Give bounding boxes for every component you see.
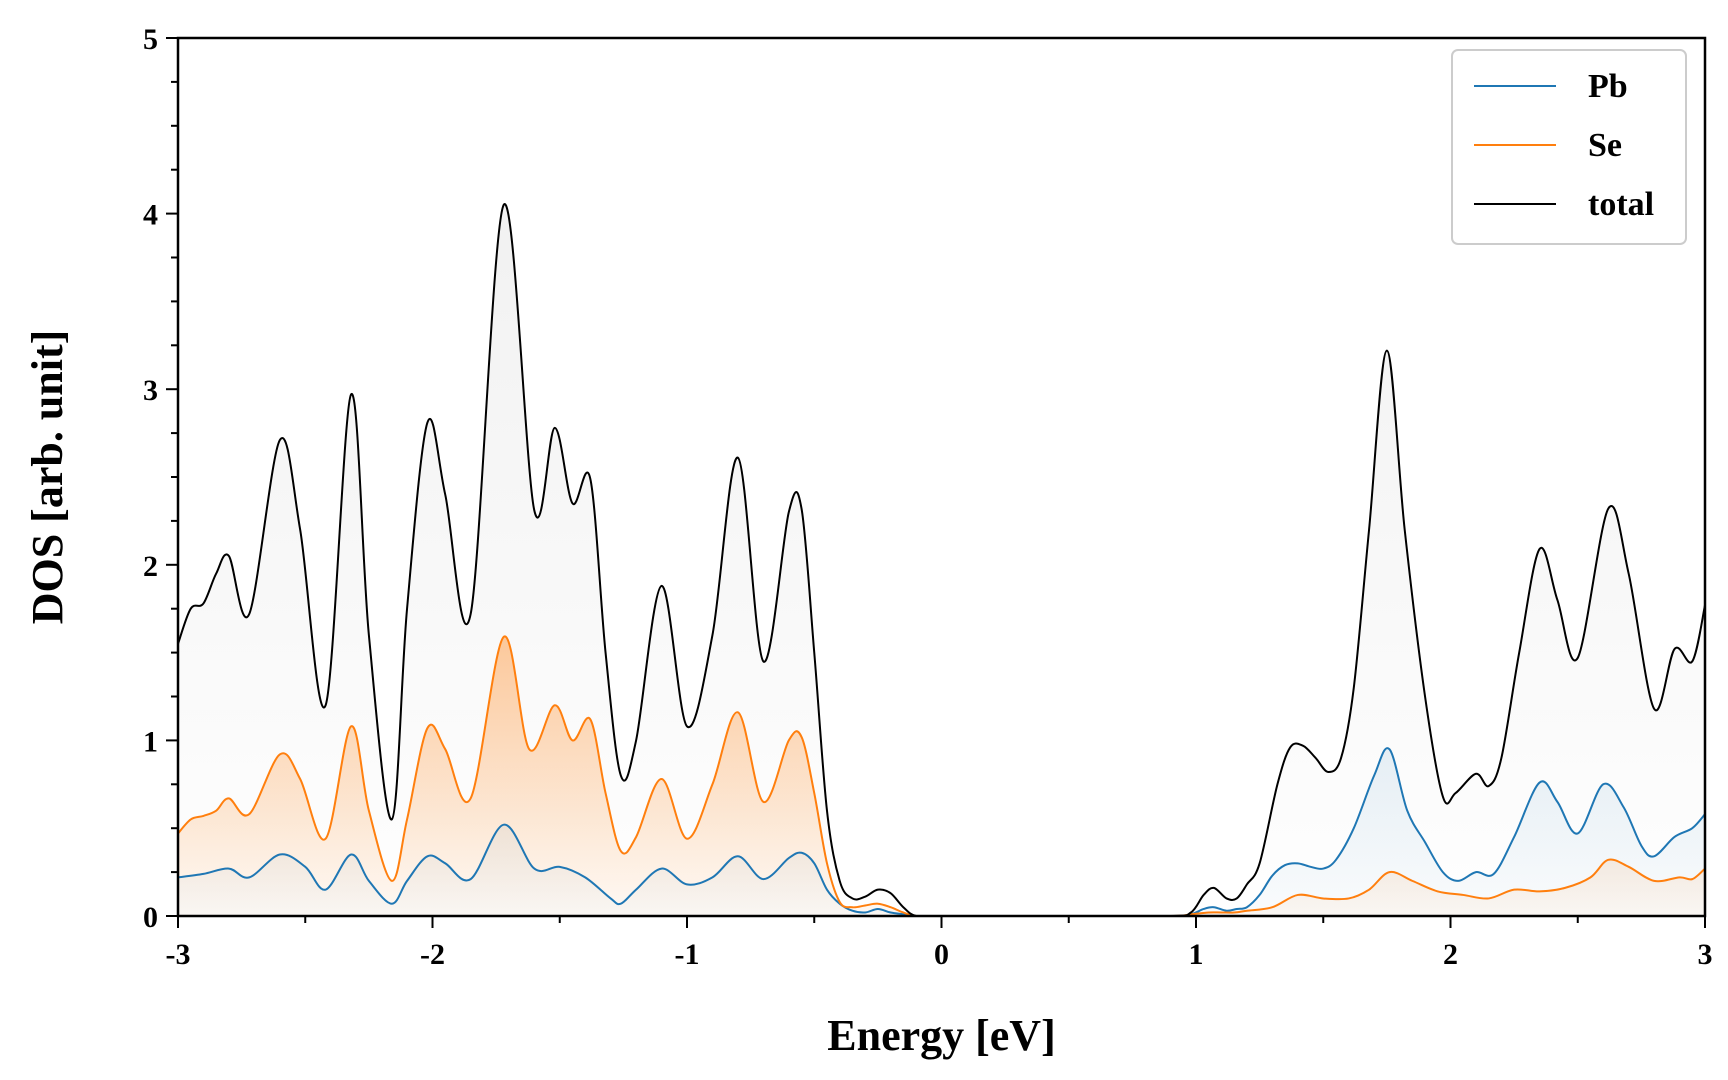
legend-item-pb: Pb: [1474, 68, 1628, 105]
y-tick-label: 3: [143, 374, 158, 407]
x-tick-label: -1: [675, 938, 700, 971]
y-tick-label: 1: [143, 725, 158, 758]
x-tick-label: 1: [1189, 938, 1204, 971]
x-tick-label: 2: [1443, 938, 1458, 971]
y-tick-label: 5: [143, 23, 158, 56]
se-area: [178, 636, 1705, 916]
x-tick-label: 3: [1698, 938, 1713, 971]
legend-box: [1451, 49, 1687, 245]
y-tick-label: 2: [143, 550, 158, 583]
se-line: [178, 635, 1705, 916]
x-tick-label: -2: [420, 938, 445, 971]
x-axis-ticks: -3 -2 -1 0 1 2 3: [166, 916, 1713, 971]
legend-items: Pb Se total: [1474, 68, 1654, 223]
legend-item-se: Se: [1474, 127, 1622, 164]
legend: Pb Se total: [1451, 49, 1687, 245]
legend-label-pb: Pb: [1588, 68, 1628, 105]
y-axis-label: DOS [arb. unit]: [23, 330, 72, 625]
y-tick-label: 4: [143, 199, 158, 232]
series-lines: [178, 203, 1705, 916]
pb-area: [178, 748, 1705, 916]
legend-label-se: Se: [1588, 127, 1622, 164]
pb-line: [178, 747, 1705, 916]
legend-label-total: total: [1588, 186, 1654, 223]
y-axis-ticks: 0 1 2 3 4 5: [143, 23, 178, 934]
total-area: [178, 204, 1705, 916]
total-line: [178, 203, 1705, 916]
series-fill-areas: [178, 204, 1705, 916]
x-axis-label: Energy [eV]: [827, 1011, 1056, 1060]
y-tick-label: 0: [143, 901, 158, 934]
x-tick-label: -3: [166, 938, 191, 971]
legend-item-total: total: [1474, 186, 1654, 223]
x-tick-label: 0: [934, 938, 949, 971]
